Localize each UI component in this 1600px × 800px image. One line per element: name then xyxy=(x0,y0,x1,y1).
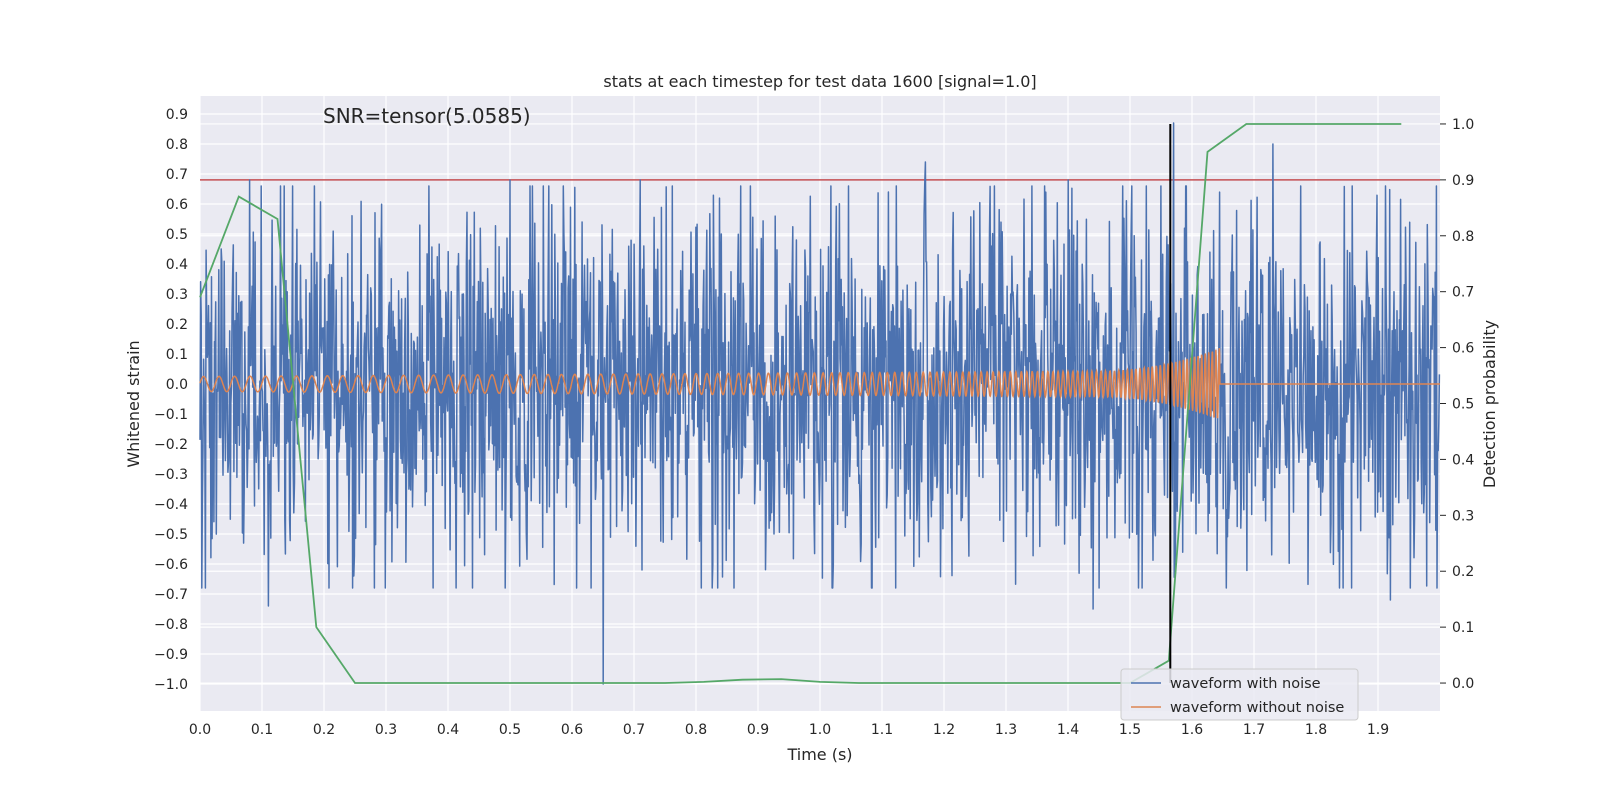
x-tick-label: 0.4 xyxy=(437,722,459,738)
y-tick-label: 0.0 xyxy=(166,377,188,393)
y-tick-label: −1.0 xyxy=(154,677,188,693)
legend-label-noise: waveform with noise xyxy=(1170,676,1321,692)
x-tick-label: 0.0 xyxy=(189,722,211,738)
y-tick-label: −0.7 xyxy=(154,587,188,603)
y-tick-label: −0.9 xyxy=(154,647,188,663)
x-tick-label: 0.5 xyxy=(499,722,521,738)
x-tick-label: 1.6 xyxy=(1181,722,1203,738)
y2-tick-label: 0.4 xyxy=(1452,452,1474,468)
snr-annotation: SNR=tensor(5.0585) xyxy=(323,104,531,128)
y-tick-label: 0.5 xyxy=(166,227,188,243)
x-tick-label: 1.1 xyxy=(871,722,893,738)
y-tick-label: −0.2 xyxy=(154,437,188,453)
y2-tick-label: 0.9 xyxy=(1452,173,1474,189)
y-tick-label: −0.3 xyxy=(154,467,188,483)
series-layer xyxy=(199,122,1441,685)
y-tick-label: 0.3 xyxy=(166,287,188,303)
x-tick-label: 1.7 xyxy=(1243,722,1265,738)
legend-box xyxy=(1120,668,1359,721)
x-tick-label: 1.2 xyxy=(933,722,955,738)
y-tick-label: −0.8 xyxy=(154,617,188,633)
y2-tick-label: 0.0 xyxy=(1452,676,1474,692)
y2-tick-label: 1.0 xyxy=(1452,117,1474,133)
y-tick-label: 0.6 xyxy=(166,197,188,213)
chart-title: stats at each timestep for test data 160… xyxy=(603,72,1036,91)
y-tick-label: 0.7 xyxy=(166,167,188,183)
y-tick-label: 0.8 xyxy=(166,137,188,153)
x-tick-label: 1.8 xyxy=(1305,722,1327,738)
y-tick-label: 0.2 xyxy=(166,317,188,333)
y-tick-label: 0.1 xyxy=(166,347,188,363)
y2-tick-label: 0.8 xyxy=(1452,229,1474,245)
y2-tick-label: 0.6 xyxy=(1452,341,1474,357)
x-tick-label: 1.9 xyxy=(1367,722,1389,738)
x-tick-label: 0.9 xyxy=(747,722,769,738)
x-tick-label: 0.6 xyxy=(561,722,583,738)
y-tick-label: −0.4 xyxy=(154,497,188,513)
x-tick-label: 1.3 xyxy=(995,722,1017,738)
x-tick-label: 0.8 xyxy=(685,722,707,738)
y-axis-title: Whitened strain xyxy=(124,340,143,467)
y-tick-label: −0.5 xyxy=(154,527,188,543)
y2-tick-label: 0.5 xyxy=(1452,397,1474,413)
tick-labels: 0.0 0.1 0.2 0.3 0.4 0.5 0.6 0.7 0.8 0.9 1.0 1.1 1.2 1… xyxy=(154,107,1474,738)
y-tick-label: −0.1 xyxy=(154,407,188,423)
y2-tick-label: 0.7 xyxy=(1452,285,1474,301)
series-waveform-with-noise xyxy=(199,122,1441,685)
x-tick-label: 0.1 xyxy=(251,722,273,738)
x-tick-label: 1.0 xyxy=(809,722,831,738)
y2-tick-label: 0.1 xyxy=(1452,620,1474,636)
y2-tick-label: 0.2 xyxy=(1452,564,1474,580)
y-tick-label: 0.4 xyxy=(166,257,188,273)
x-tick-label: 0.3 xyxy=(375,722,397,738)
y2-tick-label: 0.3 xyxy=(1452,508,1474,524)
legend-label-clean: waveform without noise xyxy=(1170,700,1344,716)
y2-axis-title: Detection probability xyxy=(1480,320,1499,488)
series-detection-probability xyxy=(199,123,1402,684)
x-tick-label: 0.2 xyxy=(313,722,335,738)
legend: waveform with noise waveform without noi… xyxy=(1120,668,1359,721)
x-axis-title: Time (s) xyxy=(786,745,852,764)
x-tick-label: 1.5 xyxy=(1119,722,1141,738)
y-tick-label: −0.6 xyxy=(154,557,188,573)
y-tick-label: 0.9 xyxy=(166,107,188,123)
x-tick-label: 0.7 xyxy=(623,722,645,738)
series-waveform-without-noise xyxy=(199,348,1440,419)
x-tick-label: 1.4 xyxy=(1057,722,1079,738)
